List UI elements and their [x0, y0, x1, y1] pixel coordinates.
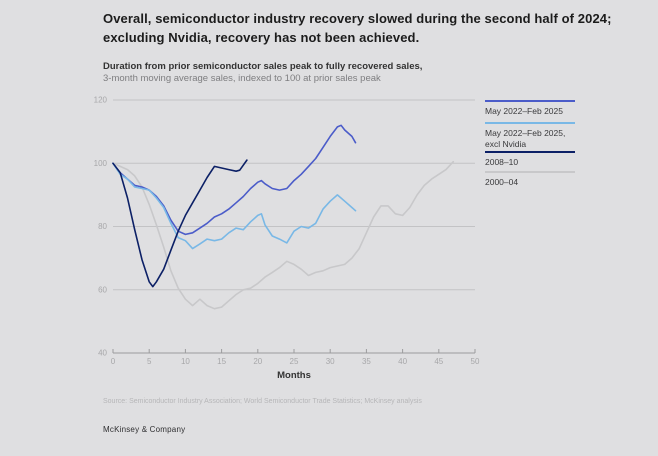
y-tick-label-40: 40: [98, 349, 107, 358]
x-tick-label-50: 50: [471, 357, 480, 366]
page-title: Overall, semiconductor industry recovery…: [103, 11, 612, 45]
legend-label: May 2022–Feb 2025: [485, 106, 563, 116]
x-tick-label-35: 35: [362, 357, 371, 366]
x-tick-label-10: 10: [181, 357, 190, 366]
legend-item-may2022-feb2025: May 2022–Feb 2025: [485, 100, 577, 117]
chart-subtitle: 3-month moving average sales, indexed to…: [103, 73, 381, 84]
mckinsey-company-logo: McKinsey & Company: [103, 425, 186, 434]
legend-label-line2: excl Nvidia: [485, 138, 527, 149]
chart-title: Duration from prior semiconductor sales …: [103, 61, 423, 72]
x-tick-label-40: 40: [398, 357, 407, 366]
series-line-2: [112, 159, 248, 288]
legend-item-2008-10: 2008–10: [485, 151, 577, 168]
legend-swatch-line: [485, 171, 575, 173]
legend-label: 2008–10: [485, 157, 519, 167]
legend-swatch-line: [485, 122, 575, 124]
legend-label: May 2022–Feb 2025,: [485, 128, 566, 138]
legend-item-2000-04: 2000–04: [485, 171, 577, 188]
y-tick-label-80: 80: [98, 222, 107, 231]
x-tick-label-30: 30: [326, 357, 335, 366]
y-tick-label-120: 120: [94, 96, 108, 105]
series-line-3: [112, 160, 455, 310]
x-axis-label: Months: [277, 370, 311, 381]
legend-swatch-line: [485, 100, 575, 102]
series-line-1: [112, 162, 357, 250]
legend-item-excl-nvidia: May 2022–Feb 2025, excl Nvidia: [485, 122, 577, 149]
x-tick-label-15: 15: [217, 357, 226, 366]
legend-label: 2000–04: [485, 177, 519, 187]
x-tick-label-0: 0: [111, 357, 116, 366]
source-note: Source: Semiconductor Industry Associati…: [103, 398, 422, 405]
x-tick-label-45: 45: [434, 357, 443, 366]
x-tick-label-20: 20: [253, 357, 262, 366]
y-tick-label-100: 100: [94, 159, 108, 168]
y-tick-label-60: 60: [98, 285, 107, 294]
legend-swatch-line: [485, 151, 575, 153]
series-line-0: [112, 124, 357, 236]
x-tick-label-5: 5: [147, 357, 152, 366]
x-tick-label-25: 25: [290, 357, 299, 366]
